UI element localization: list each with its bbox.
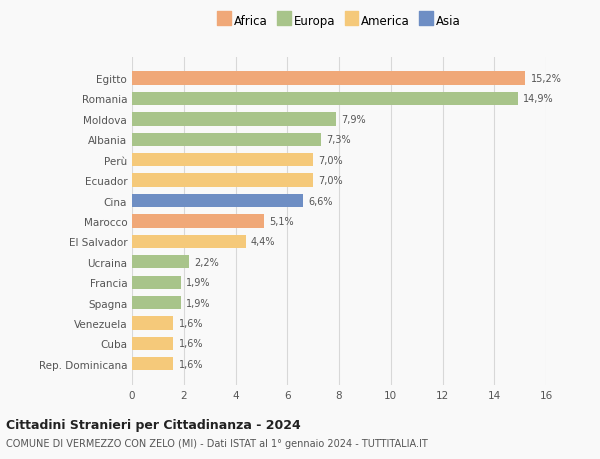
- Bar: [132, 195, 303, 208]
- Text: 1,6%: 1,6%: [179, 359, 203, 369]
- Text: 1,9%: 1,9%: [187, 298, 211, 308]
- Bar: [132, 72, 526, 85]
- Bar: [132, 297, 181, 309]
- Bar: [132, 134, 321, 146]
- Text: 1,9%: 1,9%: [187, 278, 211, 287]
- Text: 1,6%: 1,6%: [179, 339, 203, 349]
- Bar: [132, 358, 173, 371]
- Bar: [132, 276, 181, 289]
- Bar: [132, 113, 337, 126]
- Bar: [132, 174, 313, 187]
- Bar: [132, 235, 246, 248]
- Text: 2,2%: 2,2%: [194, 257, 219, 267]
- Text: 5,1%: 5,1%: [269, 217, 294, 226]
- Text: COMUNE DI VERMEZZO CON ZELO (MI) - Dati ISTAT al 1° gennaio 2024 - TUTTITALIA.IT: COMUNE DI VERMEZZO CON ZELO (MI) - Dati …: [6, 438, 428, 448]
- Text: 15,2%: 15,2%: [530, 74, 562, 84]
- Bar: [132, 256, 189, 269]
- Text: 6,6%: 6,6%: [308, 196, 332, 206]
- Bar: [132, 215, 264, 228]
- Bar: [132, 93, 518, 106]
- Legend: Africa, Europa, America, Asia: Africa, Europa, America, Asia: [215, 12, 463, 30]
- Text: 7,0%: 7,0%: [319, 176, 343, 186]
- Bar: [132, 154, 313, 167]
- Text: 7,0%: 7,0%: [319, 156, 343, 165]
- Text: Cittadini Stranieri per Cittadinanza - 2024: Cittadini Stranieri per Cittadinanza - 2…: [6, 418, 301, 431]
- Bar: [132, 317, 173, 330]
- Text: 14,9%: 14,9%: [523, 94, 553, 104]
- Text: 7,9%: 7,9%: [341, 115, 366, 125]
- Text: 1,6%: 1,6%: [179, 318, 203, 328]
- Bar: [132, 337, 173, 350]
- Text: 4,4%: 4,4%: [251, 237, 275, 247]
- Text: 7,3%: 7,3%: [326, 135, 350, 145]
